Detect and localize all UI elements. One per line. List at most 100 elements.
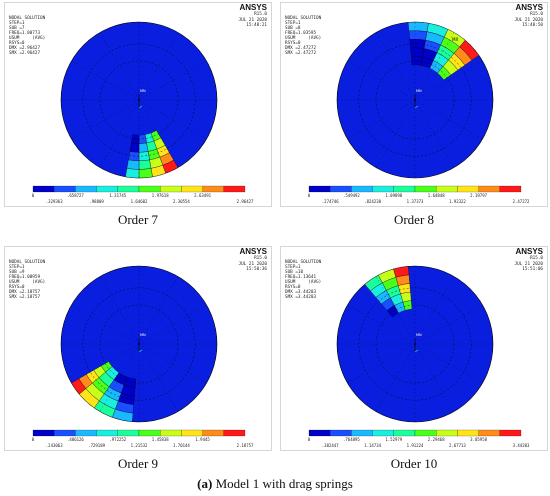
legend-swatch xyxy=(160,429,182,437)
legend-tick-label: 1.64848 xyxy=(428,193,445,198)
contour-plot: MN 0 .486126 .972252 1.45838 1.9445 .243063 .72… xyxy=(32,265,254,448)
legend-tick-label: 1.91224 xyxy=(407,443,424,448)
mesh-spoke xyxy=(347,60,416,101)
min-label: MN xyxy=(416,333,422,337)
displacement-sector xyxy=(459,40,480,61)
legend-swatch xyxy=(330,429,352,437)
legend-tick-label: 1.92322 xyxy=(449,199,466,204)
legend-tick-label: 1.52979 xyxy=(385,437,402,442)
mesh-ring xyxy=(99,304,179,384)
color-legend: 0 .486126 .972252 1.45838 1.9445 .243063 .7291… xyxy=(32,429,254,448)
mesh-spoke xyxy=(138,32,179,101)
mesh-ring xyxy=(375,304,455,384)
mesh-spoke xyxy=(138,99,207,140)
legend-tick-label: 2.47272 xyxy=(513,199,530,204)
legend-swatch xyxy=(393,185,416,193)
legend-swatch xyxy=(414,429,437,437)
mesh-spoke xyxy=(347,99,416,140)
legend-tick-label: .486126 xyxy=(67,437,84,442)
legend-swatch xyxy=(499,185,522,193)
mesh-spoke xyxy=(71,343,140,384)
mesh-spoke xyxy=(347,343,416,384)
legend-tick-label: .98809 xyxy=(89,199,104,204)
legend-swatch xyxy=(96,185,118,193)
timestamp: JUL 21 2020 15:50:36 xyxy=(238,262,267,272)
mesh-spoke xyxy=(71,304,140,345)
legend-tick-label: .549492 xyxy=(343,193,360,198)
legend-swatch xyxy=(117,429,140,437)
timestamp: JUL 21 2020 15:48:21 xyxy=(238,18,267,28)
mesh-spoke xyxy=(71,60,140,101)
model-disc: MN xyxy=(60,265,218,423)
caption-order-8: Order 8 xyxy=(393,212,435,227)
mesh-spoke xyxy=(414,343,483,384)
caption-order-10: Order 10 xyxy=(390,456,438,471)
figure-caption-label: (a) xyxy=(197,476,213,491)
legend-tick-label: 0 xyxy=(32,437,35,442)
legend-tick-label: 1.45838 xyxy=(152,437,169,442)
displacement-sector xyxy=(126,159,140,170)
mesh-spoke xyxy=(347,304,416,345)
solution-header: NODAL SOLUTION STEP=1 SUB =9 FREQ=1.08959 US… xyxy=(9,260,46,300)
legend-tick-label: 3.44203 xyxy=(513,443,530,448)
displacement-sector xyxy=(138,151,150,161)
displacement-sector xyxy=(408,21,429,32)
mesh-spoke xyxy=(375,32,416,101)
caption-order-9: Order 9 xyxy=(117,456,159,471)
model-disc: MN MX xyxy=(336,21,494,179)
legend-tick-label: 1.97618 xyxy=(152,193,169,198)
mesh-spoke xyxy=(99,99,140,168)
mesh-spoke xyxy=(414,304,483,345)
legend-swatch xyxy=(308,185,331,193)
panel-order-9: NODAL SOLUTION STEP=1 SUB =9 FREQ=1.08959 US… xyxy=(4,246,272,451)
displacement-sector xyxy=(131,134,140,144)
legend-tick-label: 1.9445 xyxy=(195,437,210,442)
legend-tick-label: .972252 xyxy=(109,437,126,442)
mesh-spoke xyxy=(99,32,140,101)
legend-swatch xyxy=(32,185,55,193)
contour-plot: MN MX 0 .549492 1.09898 1.64848 2.19797 .274746… xyxy=(308,21,530,204)
figure-caption: (a) Model 1 with drag springs xyxy=(0,476,550,492)
mesh-spoke xyxy=(138,304,207,345)
displacement-sector xyxy=(71,378,87,395)
displacement-sector xyxy=(138,168,153,179)
solution-header: NODAL SOLUTION STEP=1 SUB =7 FREQ=1.00773 US… xyxy=(9,16,46,56)
legend-swatch xyxy=(414,185,437,193)
panel-order-8: NODAL SOLUTION STEP=1 SUB =8 FREQ=1.03595 US… xyxy=(280,2,548,207)
legend-tick-label: 2.30554 xyxy=(173,199,190,204)
legend-swatch xyxy=(436,185,458,193)
legend-swatch xyxy=(117,185,140,193)
min-label: MN xyxy=(416,89,422,93)
displacement-sector xyxy=(138,134,147,144)
displacement-sector xyxy=(129,142,140,153)
legend-tick-label: .729189 xyxy=(88,443,105,448)
displacement-sector xyxy=(125,168,140,179)
contour-plot: MN 0 .658727 1.31745 1.97618 2.63491 .329363 .9… xyxy=(32,21,254,204)
figure-caption-text: Model 1 with drag springs xyxy=(212,476,353,491)
version-label: R15.0 xyxy=(254,256,267,261)
legend-swatch xyxy=(308,429,331,437)
contour-plot: MN 0 .764895 1.52979 2.29468 3.05958 .382447 1.… xyxy=(308,265,530,448)
color-legend: 0 .658727 1.31745 1.97618 2.63491 .329363 .988… xyxy=(32,185,254,204)
legend-swatch xyxy=(54,429,76,437)
model-disc: MN xyxy=(336,265,494,423)
legend-tick-label: .243063 xyxy=(46,443,63,448)
displacement-sector xyxy=(393,266,410,278)
model-disc: MN xyxy=(60,21,218,179)
legend-swatch xyxy=(138,429,161,437)
mesh-spoke xyxy=(138,343,207,384)
legend-swatch xyxy=(32,429,55,437)
caption-order-7: Order 7 xyxy=(117,212,159,227)
legend-swatch xyxy=(181,185,203,193)
legend-tick-label: 1.37373 xyxy=(407,199,424,204)
color-legend: 0 .549492 1.09898 1.64848 2.19797 .274746 .824… xyxy=(308,185,530,204)
mesh-spoke xyxy=(375,343,416,412)
legend-swatch xyxy=(393,429,416,437)
color-legend: 0 .764895 1.52979 2.29468 3.05958 .382447 1.14… xyxy=(308,429,530,448)
legend-swatch xyxy=(202,429,224,437)
legend-tick-label: 1.21532 xyxy=(131,443,148,448)
legend-swatch xyxy=(223,429,246,437)
displacement-sector xyxy=(138,159,152,170)
legend-tick-label: 2.67713 xyxy=(449,443,466,448)
legend-tick-label: 1.31745 xyxy=(109,193,126,198)
